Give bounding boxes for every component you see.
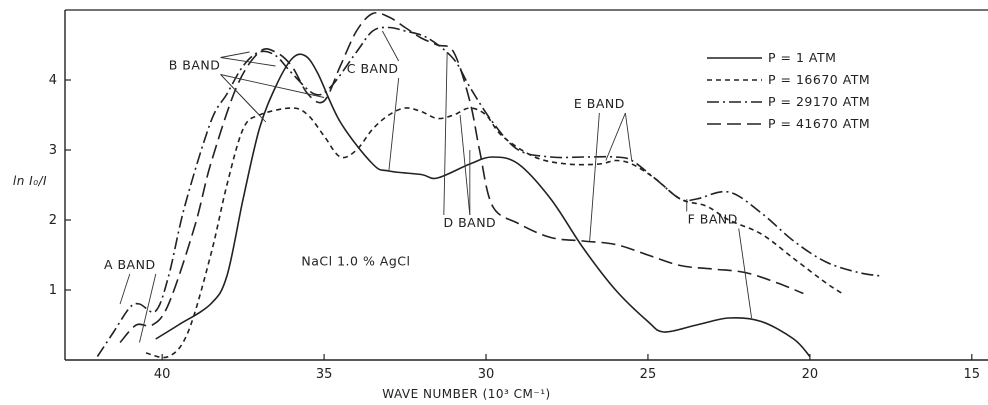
band-pointer [738, 228, 753, 319]
y-axis-title: ln I₀/I [13, 174, 47, 188]
legend-label: P = 1 ATM [768, 50, 836, 65]
x-tick-label: 20 [802, 367, 819, 382]
band-pointer [220, 57, 276, 67]
x-tick-label: 15 [964, 367, 981, 382]
band-pointer [624, 112, 633, 161]
band-pointer [220, 74, 267, 123]
band-label: B BAND [169, 58, 221, 73]
band-label: C BAND [347, 61, 399, 76]
y-tick-label: 2 [49, 213, 57, 228]
series-line-2 [145, 107, 843, 359]
y-axis-ticks: 1 2 3 4 [49, 73, 71, 298]
band-pointer [388, 77, 400, 172]
band-label: D BAND [443, 215, 496, 230]
band-pointer [605, 112, 626, 161]
legend-label: P = 29170 ATM [768, 94, 870, 109]
legend-label: P = 16670 ATM [768, 72, 870, 87]
band-pointer [220, 51, 250, 58]
series-line-4 [119, 11, 804, 344]
x-tick-label: 40 [154, 367, 171, 382]
legend-label: P = 41670 ATM [768, 116, 870, 131]
legend: P = 1 ATM P = 16670 ATM P = 29170 ATM P = 4… [707, 50, 870, 131]
x-axis-title: WAVE NUMBER (10³ CM⁻¹) [382, 387, 550, 401]
band-pointer [119, 273, 131, 305]
x-tick-label: 30 [478, 367, 495, 382]
x-axis-ticks: 40 35 30 25 20 15 [154, 354, 980, 382]
sample-label: NaCl 1.0 % AgCl [301, 254, 410, 269]
plot-frame [64, 9, 988, 361]
series-layer [96, 11, 882, 359]
series-line-1 [155, 53, 811, 358]
band-pointer [589, 112, 600, 242]
y-tick-label: 4 [49, 73, 57, 88]
band-pointer [381, 30, 400, 62]
y-tick-label: 3 [49, 143, 57, 158]
band-label: A BAND [104, 257, 156, 272]
band-label: F BAND [688, 212, 738, 227]
y-tick-label: 1 [49, 283, 57, 298]
band-pointer [459, 114, 471, 216]
x-tick-label: 35 [316, 367, 333, 382]
x-tick-label: 25 [640, 367, 657, 382]
band-label: E BAND [574, 96, 625, 111]
annotation-layer: A BAND B BAND C BAND D BAND E BAND F BAND [104, 30, 753, 343]
series-line-3 [96, 26, 882, 357]
band-pointer [443, 51, 448, 216]
band-pointer [139, 273, 157, 343]
band-pointer [220, 74, 325, 98]
